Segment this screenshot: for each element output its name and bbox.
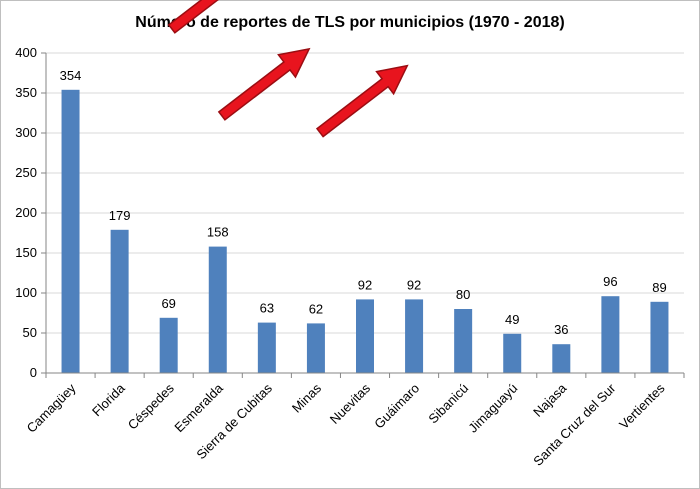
data-label-florida: 179	[109, 208, 131, 223]
bar-nuevitas	[356, 299, 374, 373]
category-label-cespedes: Céspedes	[125, 380, 177, 432]
bar-minas	[306, 323, 325, 373]
data-label-santa-cruz-del-sur: 96	[603, 274, 617, 289]
bar-santa-cruz-del-sur	[601, 296, 620, 373]
category-label-florida: Florida	[89, 380, 128, 419]
category-label-camaguey: Camagüey	[24, 380, 79, 435]
arrow-florida	[217, 47, 311, 121]
y-tick-label-300: 300	[15, 125, 37, 140]
y-tick-label-400: 400	[15, 45, 37, 60]
category-label-sibanicu: Sibanicú	[425, 381, 471, 427]
y-tick-label-250: 250	[15, 165, 37, 180]
data-label-esmeralda: 158	[207, 225, 229, 240]
data-label-sierra-de-cubitas: 63	[260, 301, 274, 316]
data-label-nuevitas: 92	[358, 277, 372, 292]
bar-najasa	[552, 344, 571, 373]
chart-title: Número de reportes de TLS por municipios…	[135, 14, 564, 31]
data-label-vertientes: 89	[652, 280, 666, 295]
gridlines	[46, 52, 684, 334]
category-label-guaimaro: Guáimaro	[371, 381, 422, 432]
bar-florida	[110, 229, 129, 373]
arrow-camaguey	[167, 0, 261, 34]
arrow-esmeralda	[315, 64, 409, 138]
category-label-vertientes: Vertientes	[616, 380, 668, 432]
bar-camaguey	[61, 89, 80, 374]
category-label-nuevitas: Nuevitas	[327, 380, 374, 427]
arrows	[167, 0, 409, 138]
data-label-najasa: 36	[554, 322, 568, 337]
data-label-cespedes: 69	[161, 296, 175, 311]
y-tick-label-200: 200	[15, 205, 37, 220]
category-label-najasa: Najasa	[530, 380, 570, 420]
data-label-sibanicu: 80	[456, 287, 470, 302]
bar-cespedes	[159, 317, 178, 373]
bar-vertientes	[650, 301, 669, 373]
axes	[41, 52, 685, 378]
bar-jimaguayu	[503, 333, 522, 373]
data-label-camaguey: 354	[60, 68, 82, 83]
category-label-jimaguayu: Jimaguayú	[465, 381, 520, 436]
bar-guaimaro	[405, 299, 424, 373]
y-tick-label-100: 100	[15, 285, 37, 300]
y-tick-label-50: 50	[23, 325, 37, 340]
category-label-minas: Minas	[289, 380, 324, 415]
bar-sibanicu	[454, 309, 473, 373]
y-tick-label-0: 0	[30, 365, 37, 380]
y-tick-label-350: 350	[15, 85, 37, 100]
bar-esmeralda	[208, 246, 227, 373]
data-label-guaimaro: 92	[407, 277, 421, 292]
bars	[61, 89, 669, 374]
data-label-minas: 62	[309, 301, 323, 316]
data-label-jimaguayu: 49	[505, 312, 519, 327]
y-tick-label-150: 150	[15, 245, 37, 260]
bar-sierra-de-cubitas	[257, 322, 276, 373]
category-label-santa-cruz-del-sur: Santa Cruz del Sur	[530, 380, 619, 469]
